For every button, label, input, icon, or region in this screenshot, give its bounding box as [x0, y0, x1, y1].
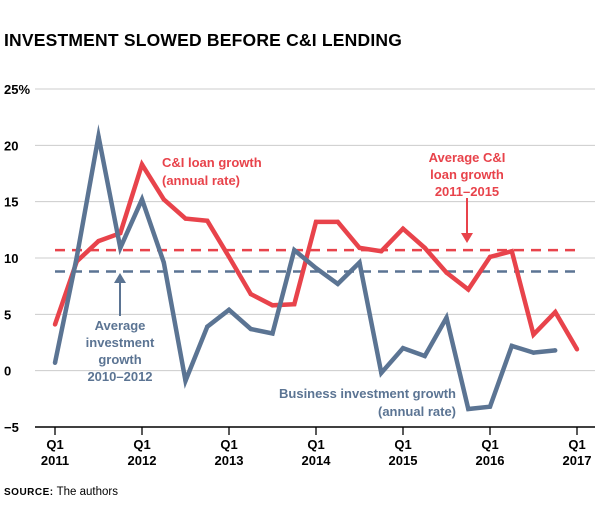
series-0-point-12 [313, 219, 319, 225]
series-1-point-9 [248, 326, 253, 332]
series-1-point-13 [335, 281, 340, 287]
series-1-point-17 [422, 353, 427, 359]
x-tick-label-q-2: Q1 [220, 437, 237, 452]
y-tick-label-2: 5 [4, 307, 11, 322]
series-1-point-4 [139, 197, 145, 202]
y-tick-label-5: 20 [4, 138, 18, 153]
x-tick-label-q-1: Q1 [133, 437, 150, 452]
invest-series-label-line-0: Business investment growth [279, 386, 456, 401]
series-0-point-18 [444, 270, 449, 275]
series-0-point-13 [335, 219, 340, 225]
axes: −50510152025%Q12011Q12012Q12013Q12014Q12… [4, 82, 595, 468]
invest-average-label-line-2: growth [98, 352, 141, 367]
series-1-point-23 [553, 348, 558, 353]
data-series [52, 124, 580, 412]
series-0-point-9 [248, 291, 253, 297]
series-0-point-7 [205, 218, 210, 224]
loan-average-label-line-1: loan growth [430, 167, 504, 182]
invest-average-label-line-0: Average [95, 318, 146, 333]
series-line-1 [52, 124, 556, 412]
x-tick-label-year-6: 2017 [563, 453, 592, 468]
invest-average-arrowhead [114, 273, 126, 283]
series-0-point-14 [357, 245, 362, 251]
x-tick-label-q-6: Q1 [568, 437, 585, 452]
y-tick-label-6: 25% [4, 82, 30, 97]
series-1-point-0 [52, 360, 58, 365]
x-tick-label-year-1: 2012 [128, 453, 157, 468]
series-1-point-2 [96, 134, 101, 139]
invest-average-label-line-1: investment [86, 335, 155, 350]
series-1-point-10 [270, 331, 275, 336]
series-1-point-16 [400, 345, 406, 351]
series-0-point-16 [400, 226, 406, 231]
x-tick-label-q-3: Q1 [307, 437, 324, 452]
y-tick-label-0: −5 [4, 420, 19, 435]
series-0-point-22 [531, 332, 536, 337]
source-note: Source: The authors [4, 486, 118, 498]
source-label: Source: [4, 487, 54, 498]
series-1-point-15 [379, 370, 384, 376]
x-tick-label-q-4: Q1 [394, 437, 411, 452]
x-tick-label-year-0: 2011 [41, 453, 69, 468]
invest-average-label-line-3: 2010–2012 [87, 369, 152, 384]
series-0-point-5 [161, 197, 166, 202]
loan-average-label-line-0: Average C&I [429, 150, 506, 165]
series-0-point-24 [574, 347, 580, 352]
series-0-point-20 [487, 254, 493, 260]
series-0-point-15 [379, 249, 384, 254]
series-0-point-11 [292, 301, 297, 307]
y-tick-label-1: 0 [4, 364, 11, 379]
series-1-point-22 [531, 350, 536, 355]
series-1-point-21 [509, 343, 514, 349]
series-0-point-23 [553, 309, 558, 315]
series-0-point-21 [509, 249, 514, 254]
series-1-point-7 [205, 324, 210, 329]
x-tick-label-q-0: Q1 [46, 437, 63, 452]
annotations: C&I loan growth (annual rate) Average C&I l… [86, 150, 506, 419]
loan-series-label-line-1: (annual rate) [162, 173, 240, 188]
series-0-point-8 [226, 254, 232, 260]
x-tick-label-year-4: 2015 [389, 453, 418, 468]
chart-title: INVESTMENT SLOWED BEFORE C&I LENDING [4, 30, 403, 50]
series-1-point-20 [487, 404, 493, 409]
series-0-point-17 [422, 245, 427, 251]
series-0-point-2 [96, 238, 101, 244]
series-1-point-8 [226, 307, 232, 313]
y-tick-label-4: 15 [4, 195, 18, 210]
series-1-point-18 [444, 315, 449, 320]
series-1-point-5 [161, 260, 166, 265]
series-1-point-19 [466, 406, 471, 412]
loan-average-label-line-2: 2011–2015 [435, 184, 499, 199]
x-tick-label-q-5: Q1 [481, 437, 498, 452]
series-0-point-6 [183, 216, 188, 221]
series-0-point-19 [466, 287, 471, 292]
series-1-point-12 [313, 265, 319, 271]
loan-average-arrowhead [461, 233, 473, 243]
x-tick-label-year-5: 2016 [476, 453, 505, 468]
series-1-point-11 [292, 247, 297, 253]
series-1-point-6 [183, 378, 188, 384]
series-0-point-10 [270, 303, 275, 308]
source-text: The authors [56, 486, 118, 498]
invest-series-label-line-1: (annual rate) [378, 404, 456, 419]
series-1-point-1 [74, 254, 79, 260]
x-tick-label-year-2: 2013 [215, 453, 244, 468]
series-1-point-14 [357, 260, 362, 265]
series-0-point-4 [139, 162, 145, 167]
series-1-point-3 [118, 245, 123, 251]
average-reference-lines [55, 248, 577, 273]
loan-series-label-line-0: C&I loan growth [162, 155, 262, 170]
series-0-point-0 [52, 322, 58, 327]
x-tick-label-year-3: 2014 [302, 453, 332, 468]
y-tick-label-3: 10 [4, 251, 18, 266]
